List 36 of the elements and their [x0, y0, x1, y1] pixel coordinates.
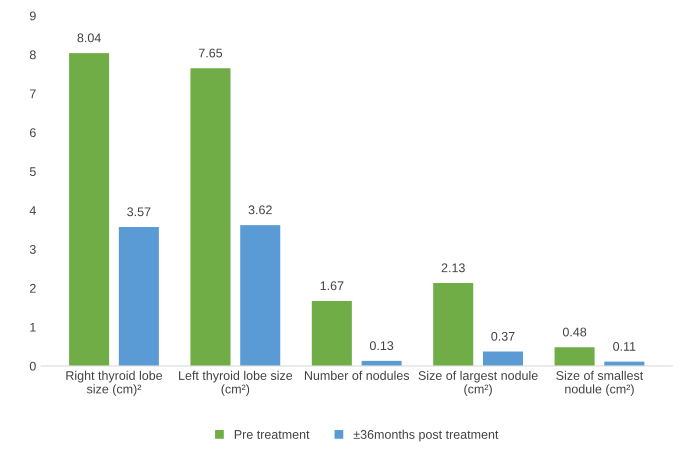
y-tick-label: 2	[30, 284, 36, 293]
bar	[433, 283, 474, 366]
data-label: 3.57	[127, 207, 150, 216]
legend-label: Pre treatment	[234, 430, 310, 439]
x-tick-label: Right thyroid lobe size (cm)²	[66, 370, 162, 396]
x-tick-label: Size of smallest nodule (cm²)	[556, 370, 644, 396]
bar	[69, 53, 110, 366]
bar	[118, 227, 159, 366]
bar	[240, 225, 280, 366]
data-label: 8.04	[77, 33, 101, 42]
bar	[190, 68, 230, 366]
data-label: 0.13	[370, 341, 394, 350]
data-label: 0.37	[491, 332, 515, 341]
y-tick-label: 9	[30, 12, 36, 20]
y-tick-label: 0	[30, 362, 36, 371]
x-tick-label: Left thyroid lobe size (cm²)	[179, 370, 292, 396]
data-label: 2.13	[442, 263, 465, 272]
y-tick-label: 1	[30, 322, 36, 332]
data-label: 0.48	[562, 328, 586, 336]
y-tick-label: 8	[30, 50, 36, 60]
y-tick-label: 3	[30, 244, 36, 254]
y-tick-label: 7	[30, 89, 36, 98]
bar	[312, 300, 352, 366]
y-tick-label: 5	[30, 167, 36, 176]
data-label: 1.67	[320, 281, 344, 290]
bar	[554, 347, 595, 366]
bar	[604, 362, 644, 366]
x-tick-label: Size of largest nodule (cm²)	[418, 370, 538, 396]
y-tick-label: 6	[30, 128, 36, 138]
data-label: 3.62	[248, 205, 272, 214]
x-tick-label: Number of nodules	[304, 370, 410, 380]
data-label: 0.11	[613, 342, 636, 351]
bar	[482, 352, 523, 366]
data-label: 7.65	[198, 48, 222, 58]
legend-label: ±36months post treatment	[354, 430, 498, 442]
y-tick-label: 4	[30, 206, 36, 215]
